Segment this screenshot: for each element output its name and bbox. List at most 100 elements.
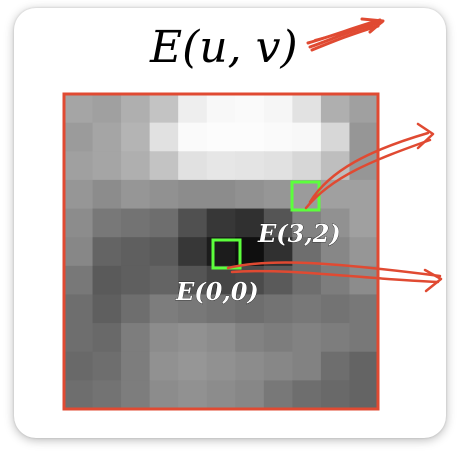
grid-cell (349, 265, 379, 296)
grid-cell (206, 122, 236, 152)
grid-cell (64, 323, 94, 353)
grid-cell (320, 208, 351, 238)
grid-cell (92, 122, 122, 152)
grid-cell (235, 208, 265, 238)
grid-cell (206, 351, 236, 381)
grid-cell (149, 208, 179, 238)
grid-cell (349, 179, 379, 210)
grid-cell (121, 94, 151, 124)
image-frame (62, 92, 380, 411)
grid-cell (292, 380, 322, 410)
grid-cell (206, 237, 236, 267)
grid-cell (178, 351, 208, 381)
grid-cell (263, 323, 293, 353)
grid-cell (149, 294, 179, 324)
grid-cell (263, 122, 293, 152)
grid-cell (235, 122, 265, 152)
grid-cell (206, 94, 236, 124)
grid-cell (235, 380, 265, 410)
grid-cell (235, 151, 265, 181)
grid-cell (235, 179, 265, 210)
grid-cell (263, 351, 293, 381)
grid-cell (320, 265, 351, 296)
grid-cell (178, 94, 208, 124)
grid-cell (149, 151, 179, 181)
grid-cell (121, 179, 151, 210)
grid-cell (121, 208, 151, 238)
grid-cell (64, 122, 94, 152)
grid-cell (92, 237, 122, 267)
grid-cell (121, 122, 151, 152)
grid-cell (64, 294, 94, 324)
grid-cell (64, 351, 94, 381)
grid-cell (206, 323, 236, 353)
grid-cell (178, 179, 208, 210)
grid-cell (292, 122, 322, 152)
grid-cell (92, 265, 122, 296)
grid-cell (64, 179, 94, 210)
grid-cell (349, 208, 379, 238)
grid-cell (121, 151, 151, 181)
grid-cell (178, 323, 208, 353)
grid-cell (149, 351, 179, 381)
grid-cell (121, 265, 151, 296)
grid-cell (292, 208, 322, 238)
grid-cell (92, 294, 122, 324)
grid-cell (149, 179, 179, 210)
window-highlight-center (211, 238, 242, 270)
grid-cell (92, 151, 122, 181)
grid-cell (206, 179, 236, 210)
grid-cell (92, 323, 122, 353)
grid-cell (263, 208, 293, 238)
grid-cell (235, 94, 265, 124)
grid-cell (263, 94, 293, 124)
grid-cell (178, 294, 208, 324)
grid-cell (320, 294, 351, 324)
grid-cell (292, 351, 322, 381)
arrow-center (226, 261, 443, 293)
grid-cell (349, 323, 379, 353)
grid-cell (292, 265, 322, 296)
grid-cell (178, 265, 208, 296)
grid-cell (121, 351, 151, 381)
grid-cell (349, 94, 379, 124)
pixel-grid (64, 94, 379, 410)
grid-cell (64, 94, 94, 124)
grid-cell (320, 380, 351, 410)
grid-cell (349, 294, 379, 324)
grid-cell (235, 351, 265, 381)
grid-cell (320, 179, 351, 210)
grid-cell (149, 122, 179, 152)
grid-cell (206, 294, 236, 324)
grid-cell (149, 380, 179, 410)
grid-cell (206, 208, 236, 238)
grid-cell (206, 265, 236, 296)
grid-cell (121, 237, 151, 267)
grid-cell (149, 237, 179, 267)
grid-cell (320, 323, 351, 353)
title-scribble (306, 17, 385, 52)
label-center: E(0,0) (175, 277, 259, 306)
grid-cell (263, 294, 293, 324)
grid-cell (92, 208, 122, 238)
grid-cell (121, 294, 151, 324)
grid-cell (64, 380, 94, 410)
grid-cell (349, 380, 379, 410)
grid-cell (292, 151, 322, 181)
grid-cell (292, 294, 322, 324)
grid-cell (149, 265, 179, 296)
grid-cell (320, 122, 351, 152)
grid-cell (149, 323, 179, 353)
grid-cell (206, 151, 236, 181)
grid-cell (263, 380, 293, 410)
grid-cell (206, 380, 236, 410)
grid-cell (178, 151, 208, 181)
grid-cell (178, 380, 208, 410)
grid-cell (64, 151, 94, 181)
grid-cell (121, 323, 151, 353)
grid-cell (64, 237, 94, 267)
grid-cell (235, 294, 265, 324)
grid-cell (92, 94, 122, 124)
